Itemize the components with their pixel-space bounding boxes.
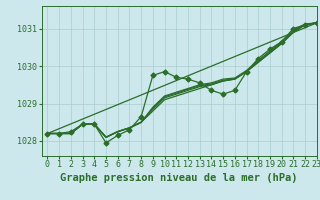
X-axis label: Graphe pression niveau de la mer (hPa): Graphe pression niveau de la mer (hPa) [60,173,298,183]
